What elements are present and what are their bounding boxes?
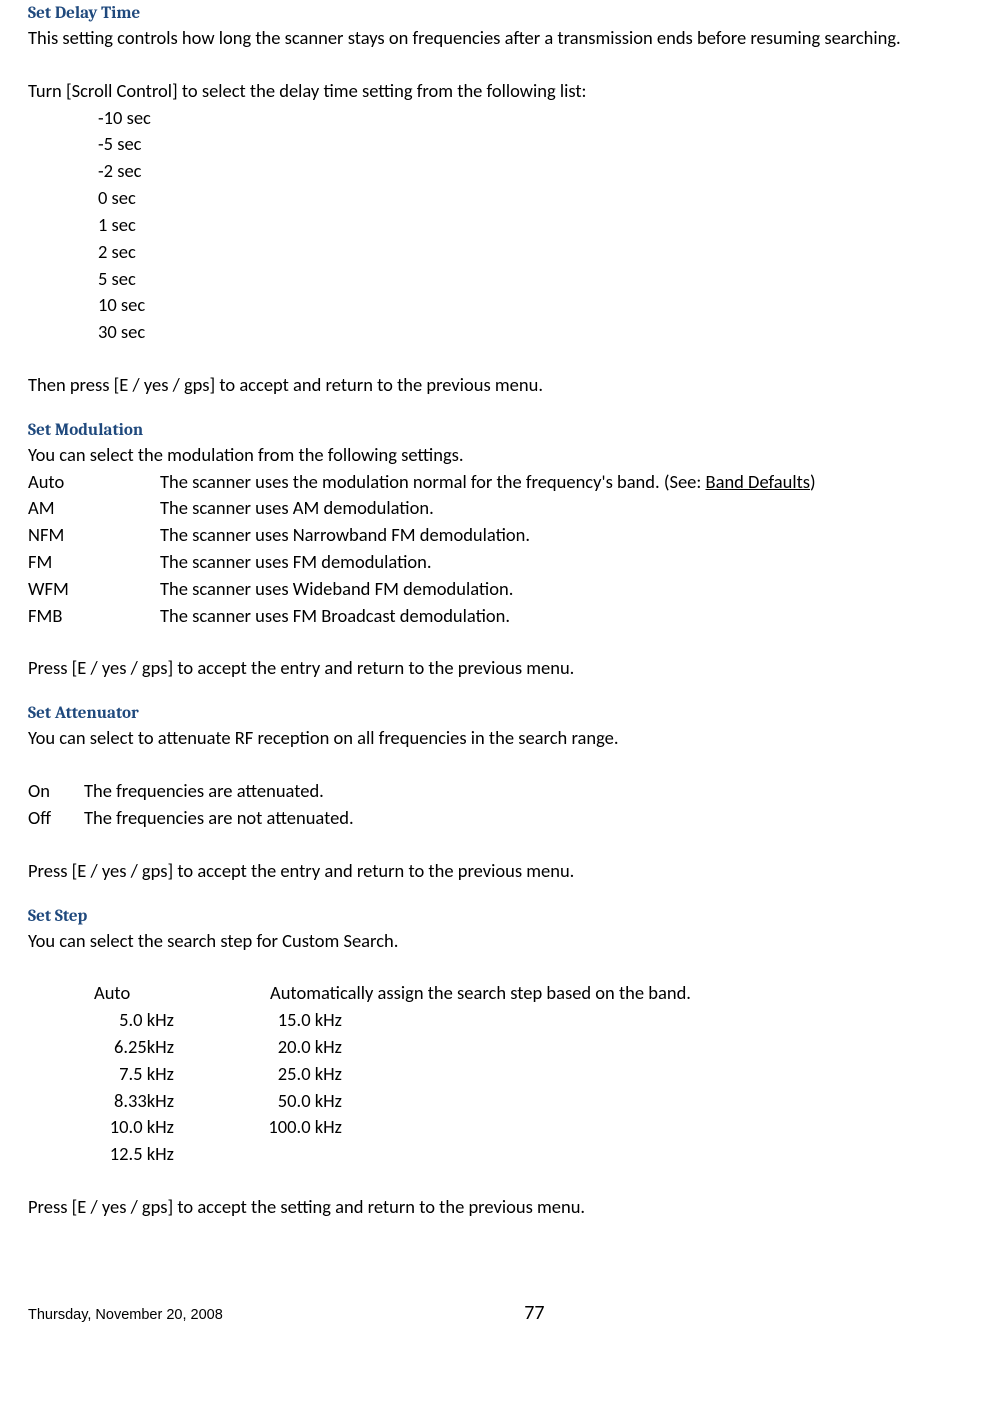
- mod-key: NFM: [28, 522, 160, 549]
- step-col: 6.25kHz: [28, 1034, 174, 1061]
- delay-outro: Then press [E / yes / gps] to accept and…: [28, 372, 967, 399]
- att-row: On The frequencies are attenuated.: [28, 778, 967, 805]
- step-row: 10.0 kHz 100.0 kHz: [28, 1114, 967, 1141]
- footer-page-number: 77: [524, 1301, 544, 1325]
- step-col: 15.0 kHz: [174, 1007, 342, 1034]
- mod-row: WFM The scanner uses Wideband FM demodul…: [28, 576, 967, 603]
- mod-val-post: ): [810, 470, 816, 493]
- step-col: [174, 1141, 342, 1168]
- list-item: -10 sec: [98, 105, 967, 132]
- step-col: 25.0 kHz: [174, 1061, 342, 1088]
- band-defaults-link[interactable]: Band Defaults: [706, 470, 811, 493]
- mod-key: AM: [28, 495, 160, 522]
- list-item: -5 sec: [98, 131, 967, 158]
- step-row: 6.25kHz 20.0 kHz: [28, 1034, 967, 1061]
- page-footer: Thursday, November 20, 2008 77: [0, 1241, 987, 1335]
- delay-intro-1: This setting controls how long the scann…: [28, 25, 967, 52]
- step-col: 8.33kHz: [28, 1088, 174, 1115]
- mod-val: The scanner uses the modulation normal f…: [160, 469, 816, 496]
- step-row: 7.5 kHz 25.0 kHz: [28, 1061, 967, 1088]
- heading-set-step: Set Step: [28, 907, 967, 926]
- step-outro: Press [E / yes / gps] to accept the sett…: [28, 1194, 967, 1221]
- mod-row-auto: Auto The scanner uses the modulation nor…: [28, 469, 967, 496]
- att-val: The frequencies are attenuated.: [84, 778, 324, 805]
- mod-row: NFM The scanner uses Narrowband FM demod…: [28, 522, 967, 549]
- step-col: 20.0 kHz: [174, 1034, 342, 1061]
- step-col: 10.0 kHz: [28, 1114, 174, 1141]
- mod-row: FM The scanner uses FM demodulation.: [28, 549, 967, 576]
- delay-intro-2: Turn [Scroll Control] to select the dela…: [28, 78, 967, 105]
- list-item: 1 sec: [98, 212, 967, 239]
- mod-val-pre: The scanner uses the modulation normal f…: [160, 470, 706, 493]
- mod-val: The scanner uses FM demodulation.: [160, 549, 432, 576]
- step-row: 8.33kHz 50.0 kHz: [28, 1088, 967, 1115]
- step-col: 7.5 kHz: [28, 1061, 174, 1088]
- step-col: 50.0 kHz: [174, 1088, 342, 1115]
- att-row: Off The frequencies are not attenuated.: [28, 805, 967, 832]
- modulation-outro: Press [E / yes / gps] to accept the entr…: [28, 655, 967, 682]
- mod-val: The scanner uses FM Broadcast demodulati…: [160, 603, 510, 630]
- step-table: Auto Automatically assign the search ste…: [28, 980, 967, 1168]
- mod-val: The scanner uses AM demodulation.: [160, 495, 434, 522]
- mod-row: AM The scanner uses AM demodulation.: [28, 495, 967, 522]
- step-col: 100.0 kHz: [174, 1114, 342, 1141]
- step-row: 5.0 kHz 15.0 kHz: [28, 1007, 967, 1034]
- heading-set-delay-time: Set Delay Time: [28, 4, 967, 23]
- list-item: 10 sec: [98, 292, 967, 319]
- list-item: 2 sec: [98, 239, 967, 266]
- heading-set-modulation: Set Modulation: [28, 421, 967, 440]
- heading-set-attenuator: Set Attenuator: [28, 704, 967, 723]
- step-row: 12.5 kHz: [28, 1141, 967, 1168]
- delay-list: -10 sec -5 sec -2 sec 0 sec 1 sec 2 sec …: [28, 105, 967, 346]
- list-item: 5 sec: [98, 266, 967, 293]
- mod-key: FMB: [28, 603, 160, 630]
- step-auto-label: Automatically assign the search step bas…: [174, 980, 691, 1007]
- list-item: 30 sec: [98, 319, 967, 346]
- att-key: Off: [28, 805, 84, 832]
- att-key: On: [28, 778, 84, 805]
- page-content: Set Delay Time This setting controls how…: [0, 0, 987, 1241]
- step-col: 12.5 kHz: [28, 1141, 174, 1168]
- attenuator-intro: You can select to attenuate RF reception…: [28, 725, 967, 752]
- list-item: -2 sec: [98, 158, 967, 185]
- attenuator-rows: On The frequencies are attenuated. Off T…: [28, 778, 967, 832]
- mod-val: The scanner uses Wideband FM demodulatio…: [160, 576, 513, 603]
- att-val: The frequencies are not attenuated.: [84, 805, 354, 832]
- modulation-intro: You can select the modulation from the f…: [28, 442, 967, 469]
- mod-key: Auto: [28, 469, 160, 496]
- step-col: Auto: [28, 980, 174, 1007]
- mod-val: The scanner uses Narrowband FM demodulat…: [160, 522, 530, 549]
- step-col: 5.0 kHz: [28, 1007, 174, 1034]
- mod-row: FMB The scanner uses FM Broadcast demodu…: [28, 603, 967, 630]
- mod-key: WFM: [28, 576, 160, 603]
- list-item: 0 sec: [98, 185, 967, 212]
- attenuator-outro: Press [E / yes / gps] to accept the entr…: [28, 858, 967, 885]
- footer-date: Thursday, November 20, 2008: [28, 1307, 223, 1323]
- mod-key: FM: [28, 549, 160, 576]
- step-row: Auto Automatically assign the search ste…: [28, 980, 967, 1007]
- step-intro: You can select the search step for Custo…: [28, 928, 967, 955]
